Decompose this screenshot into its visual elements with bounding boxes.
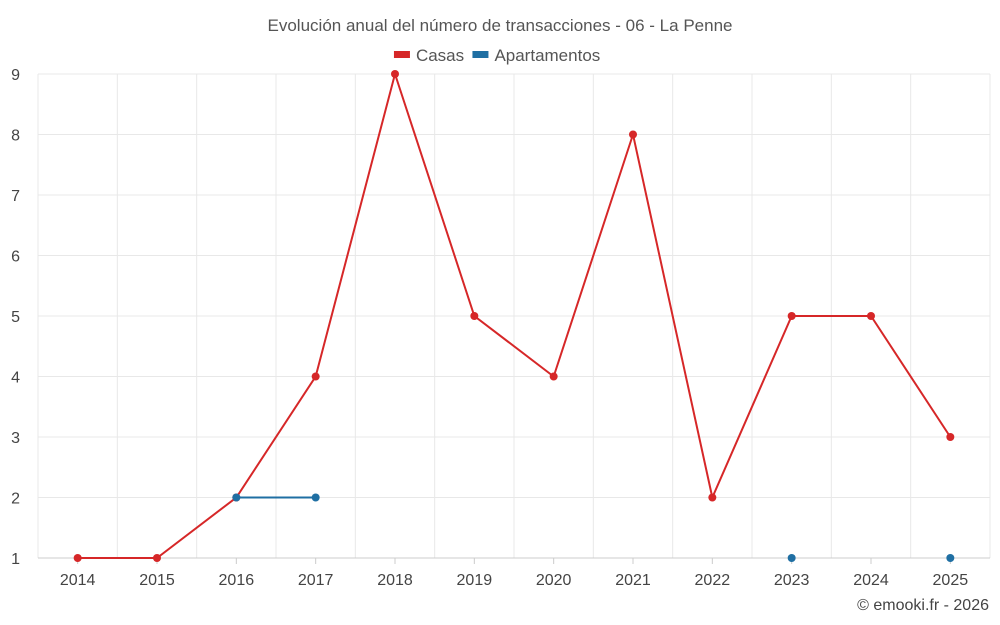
data-point[interactable]	[946, 554, 955, 562]
data-point[interactable]	[787, 312, 796, 320]
data-point[interactable]	[787, 554, 796, 562]
data-point[interactable]	[311, 372, 320, 381]
x-tick-label: 2016	[219, 572, 255, 589]
data-point[interactable]	[549, 372, 558, 381]
y-tick-label: 8	[11, 128, 20, 145]
y-tick-label: 2	[11, 491, 20, 508]
legend-item[interactable]: Casas	[393, 46, 464, 65]
axes: 1 2 3 4 5 6 7 8 9 2014 2015 2016 2017 2018 2019 2020 202…	[11, 67, 990, 589]
x-tick-label: 2018	[377, 572, 413, 589]
chart-title: Evolución anual del número de transaccio…	[268, 16, 733, 35]
x-tick-label: 2021	[615, 572, 651, 589]
y-tick-label: 9	[11, 67, 20, 84]
data-point[interactable]	[470, 312, 479, 320]
series-apartamentos	[232, 493, 955, 562]
x-tick-label: 2023	[774, 572, 810, 589]
data-point[interactable]	[946, 433, 955, 441]
x-tick-label: 2015	[139, 572, 175, 589]
x-tick-label: 2017	[298, 572, 334, 589]
x-tick-label: 2014	[60, 572, 96, 589]
x-tick-label: 2019	[457, 572, 493, 589]
series-layer	[73, 70, 955, 562]
x-tick-label: 2020	[536, 572, 572, 589]
legend: Casas Apartamentos	[393, 46, 600, 65]
y-tick-label: 7	[11, 188, 20, 205]
credit-text: © emooki.fr - 2026	[857, 597, 989, 614]
data-point[interactable]	[867, 312, 875, 320]
data-point[interactable]	[391, 70, 399, 78]
data-point[interactable]	[311, 493, 320, 502]
y-tick-label: 3	[11, 430, 20, 447]
legend-swatch	[472, 51, 489, 58]
legend-label: Casas	[416, 46, 464, 65]
x-tick-label: 2025	[933, 572, 969, 589]
legend-label: Apartamentos	[494, 46, 600, 65]
data-point[interactable]	[73, 554, 82, 562]
y-tick-label: 1	[11, 551, 20, 568]
x-tick-label: 2024	[853, 572, 889, 589]
y-tick-label: 6	[11, 249, 20, 266]
data-point[interactable]	[629, 130, 637, 139]
legend-item[interactable]: Apartamentos	[472, 46, 600, 65]
x-tick-label: 2022	[695, 572, 731, 589]
y-tick-label: 4	[11, 370, 20, 387]
legend-swatch	[393, 51, 410, 58]
series-line	[77, 70, 952, 559]
y-tick-label: 5	[11, 309, 20, 326]
data-point[interactable]	[708, 493, 717, 502]
data-point[interactable]	[232, 493, 241, 502]
data-point[interactable]	[153, 554, 161, 562]
